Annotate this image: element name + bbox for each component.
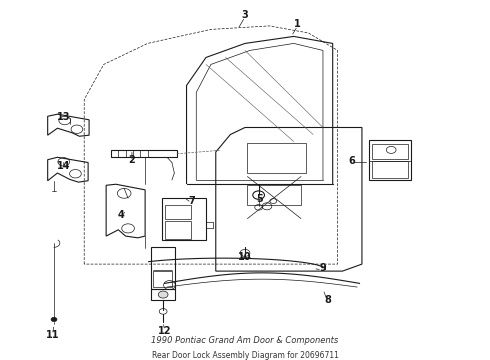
Bar (151, 289, 175, 300)
Bar (153, 271, 172, 287)
Text: 1990 Pontiac Grand Am Door & Components: 1990 Pontiac Grand Am Door & Components (151, 336, 339, 345)
Text: 3: 3 (242, 10, 248, 21)
Text: 8: 8 (324, 295, 331, 305)
Text: Rear Door Lock Assembly Diagram for 20696711: Rear Door Lock Assembly Diagram for 2069… (151, 351, 339, 360)
Bar (111, 149, 177, 157)
Text: 14: 14 (57, 161, 71, 171)
Bar (247, 143, 306, 173)
Bar (247, 185, 301, 204)
Bar (372, 162, 408, 178)
Text: 13: 13 (57, 112, 71, 122)
Bar (151, 247, 175, 289)
Text: 11: 11 (46, 330, 59, 340)
Bar (162, 198, 206, 240)
Text: 4: 4 (118, 210, 124, 220)
Bar (369, 140, 411, 180)
Circle shape (51, 318, 57, 321)
Text: 10: 10 (238, 252, 252, 262)
Text: 12: 12 (158, 326, 172, 336)
Circle shape (158, 291, 168, 298)
Bar (165, 221, 192, 239)
Text: 6: 6 (349, 156, 356, 166)
Text: 9: 9 (319, 263, 326, 273)
Bar (372, 144, 408, 159)
Text: 1: 1 (294, 19, 301, 29)
Bar (165, 205, 192, 219)
Text: 7: 7 (188, 196, 195, 206)
Text: 5: 5 (256, 194, 263, 204)
Text: 2: 2 (128, 155, 135, 165)
